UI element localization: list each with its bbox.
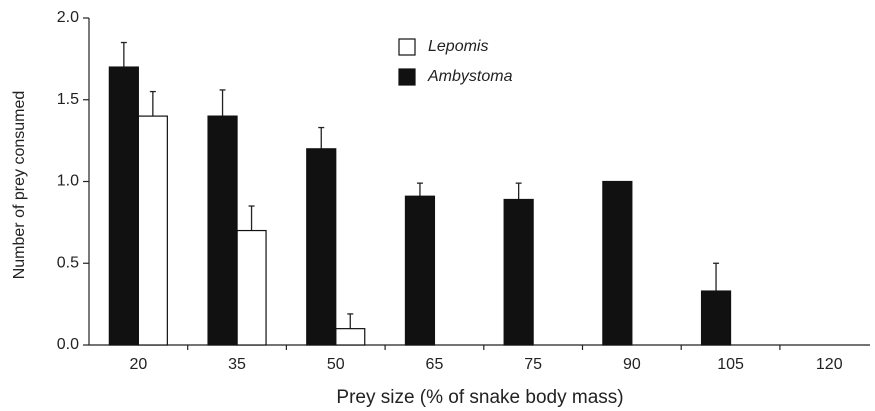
x-tick-label: 20 [129, 356, 147, 373]
bar [306, 148, 337, 346]
bar [602, 180, 633, 346]
x-tick-label: 35 [228, 356, 246, 373]
legend-swatch [398, 38, 416, 56]
legend-swatch [398, 68, 416, 86]
x-tick-label: 50 [327, 356, 345, 373]
bar [108, 66, 139, 346]
y-axis-label: Number of prey consumed [11, 91, 28, 280]
bar [700, 290, 732, 346]
bar [503, 198, 534, 346]
y-tick-label: 2.0 [57, 9, 79, 26]
y-tick-label: 1.5 [57, 91, 79, 108]
x-tick-label: 75 [524, 356, 542, 373]
bar [137, 115, 168, 346]
x-tick-label: 120 [816, 356, 843, 373]
bar [335, 328, 366, 346]
legend-label: Lepomis [428, 38, 488, 55]
y-tick-label: 1.0 [57, 173, 79, 190]
x-tick-label: 90 [623, 356, 641, 373]
x-tick-label: 105 [717, 356, 744, 373]
y-tick-label: 0.0 [57, 336, 79, 353]
bar [236, 229, 267, 346]
x-tick-label: 65 [426, 356, 444, 373]
x-axis-label: Prey size (% of snake body mass) [336, 387, 623, 408]
y-tick-label: 0.5 [57, 254, 79, 271]
legend-label: Ambystoma [427, 68, 513, 85]
bar [404, 195, 436, 346]
bar [207, 115, 238, 346]
